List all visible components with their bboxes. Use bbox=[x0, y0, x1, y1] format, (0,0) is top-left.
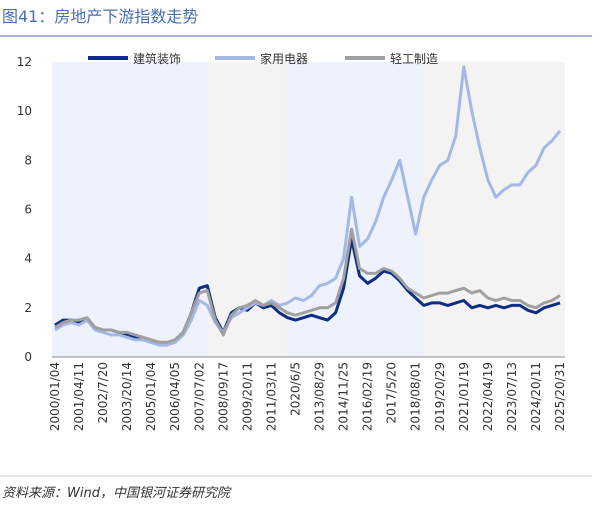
x-tick-label: 2013/08/29 bbox=[313, 362, 327, 431]
source-note: 资料来源：Wind，中国银河证券研究院 bbox=[2, 485, 232, 501]
series-line bbox=[54, 65, 562, 347]
legend-label: 家用电器 bbox=[260, 51, 308, 66]
x-tick-label: 2016/02/19 bbox=[361, 362, 375, 431]
x-tick-label: 2009/20/11 bbox=[240, 362, 254, 431]
x-tick-label: 2023/07/13 bbox=[505, 362, 519, 431]
x-tick-label: 2018/08/01 bbox=[409, 362, 423, 431]
x-tick-label: 2001/04/11 bbox=[72, 362, 86, 431]
x-tick-label: 2000/01/04 bbox=[48, 362, 62, 431]
x-tick-label: 2017/5/20 bbox=[385, 362, 399, 424]
shade-band bbox=[422, 62, 565, 357]
y-tick-label: 6 bbox=[24, 203, 32, 217]
x-tick-label: 2003/20/14 bbox=[120, 362, 134, 431]
x-tick-label: 2022/04/19 bbox=[481, 362, 495, 431]
x-tick-label: 2007/07/02 bbox=[192, 362, 206, 431]
x-tick-label: 2014/11/25 bbox=[337, 362, 351, 431]
x-tick-label: 2020/6/5 bbox=[288, 362, 302, 416]
y-tick-label: 10 bbox=[17, 104, 32, 118]
x-tick-label: 2021/01/19 bbox=[457, 362, 471, 431]
x-tick-label: 2002/7/20 bbox=[96, 362, 110, 424]
shade-band bbox=[52, 62, 207, 357]
y-tick-label: 8 bbox=[24, 153, 32, 167]
x-tick-label: 2019/20/29 bbox=[433, 362, 447, 431]
legend-label: 建筑装饰 bbox=[133, 51, 181, 66]
series-line bbox=[54, 227, 561, 344]
x-tick-label: 2006/04/05 bbox=[168, 362, 182, 431]
y-tick-label: 0 bbox=[24, 350, 32, 364]
x-tick-label: 2025/20/31 bbox=[553, 362, 567, 431]
x-tick-label: 2005/01/04 bbox=[144, 362, 158, 431]
y-tick-label: 4 bbox=[24, 252, 32, 266]
x-tick-label: 2024/20/11 bbox=[529, 362, 543, 431]
chart-title: 图41：房地产下游指数走势 bbox=[2, 7, 198, 26]
x-tick-label: 2008/09/17 bbox=[216, 362, 230, 431]
y-tick-label: 12 bbox=[17, 55, 32, 69]
y-tick-label: 2 bbox=[24, 301, 32, 315]
legend-label: 轻工制造 bbox=[390, 52, 438, 66]
x-tick-label: 2011/03/11 bbox=[264, 362, 278, 431]
plot: 0 2 4 6 8 10 12 2000/01/04 2001/04/11 2002/7/20 20… bbox=[17, 55, 567, 431]
shade-band bbox=[207, 62, 287, 357]
